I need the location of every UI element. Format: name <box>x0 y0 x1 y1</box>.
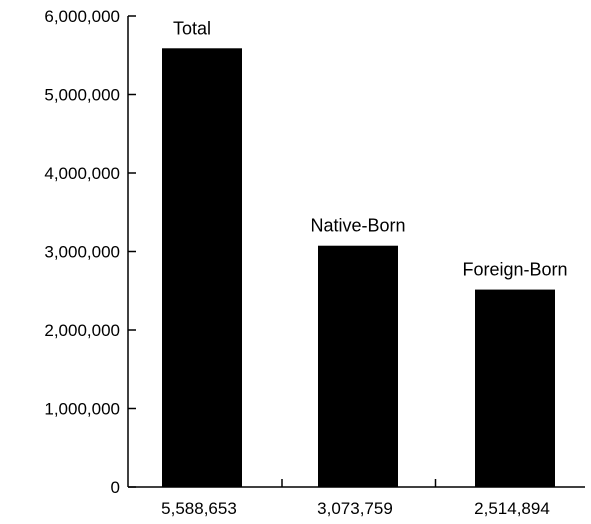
y-tick-label: 2,000,000 <box>44 321 120 340</box>
bars <box>162 48 555 487</box>
y-axis: 0 1,000,000 2,000,000 3,000,000 4,000,000 5,0… <box>44 7 136 497</box>
bar-category-labels: Total Native-Born Foreign-Born <box>173 18 568 279</box>
bar-total <box>162 48 242 487</box>
y-tick-label: 6,000,000 <box>44 7 120 26</box>
x-value-labels: 5,588,653 3,073,759 2,514,894 <box>161 499 550 518</box>
bar-category-label: Native-Born <box>310 216 405 236</box>
bar-category-label: Total <box>173 18 211 38</box>
bar-category-label: Foreign-Born <box>462 260 567 280</box>
y-tick-label: 3,000,000 <box>44 243 120 262</box>
x-value-label: 5,588,653 <box>161 499 237 518</box>
bar-foreign-born <box>475 289 555 487</box>
x-value-label: 2,514,894 <box>474 499 550 518</box>
y-tick-label: 4,000,000 <box>44 164 120 183</box>
y-tick-label: 0 <box>111 478 120 497</box>
y-tick-label: 5,000,000 <box>44 86 120 105</box>
bar-native-born <box>318 245 398 487</box>
x-value-label: 3,073,759 <box>317 499 393 518</box>
y-tick-label: 1,000,000 <box>44 400 120 419</box>
